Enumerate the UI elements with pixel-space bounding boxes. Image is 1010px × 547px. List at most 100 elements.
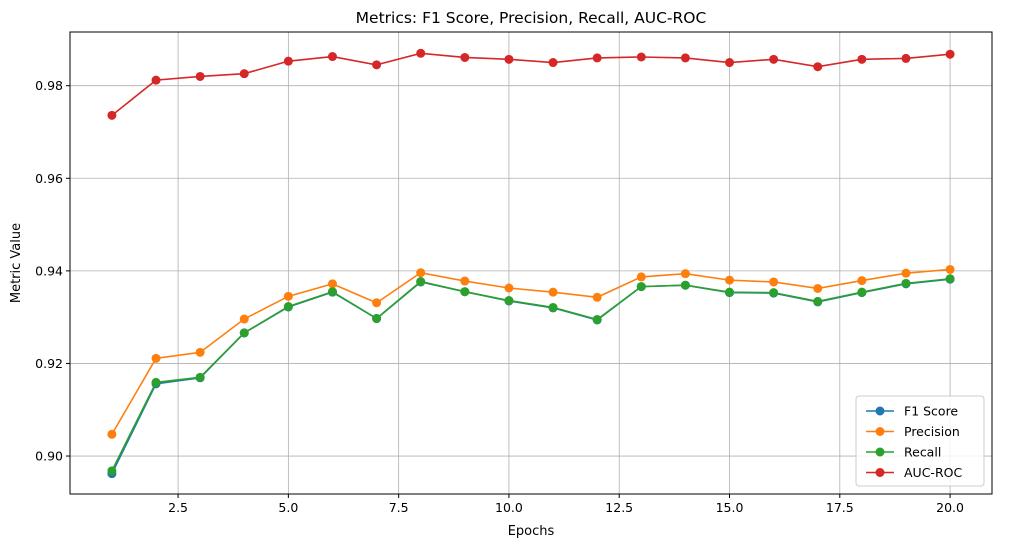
- data-point: [592, 53, 602, 63]
- y-tick-label: 0.96: [35, 171, 63, 186]
- data-point: [416, 48, 426, 58]
- x-axis-ticks: 2.5 5.0 7.5 10.0 12.5 15.0 17.5 20.0: [168, 494, 964, 515]
- x-tick-label: 7.5: [389, 500, 409, 515]
- data-point: [460, 287, 470, 297]
- data-point: [283, 56, 293, 66]
- x-tick-label: 2.5: [168, 500, 188, 515]
- data-point: [901, 278, 911, 288]
- x-tick-label: 17.5: [826, 500, 854, 515]
- data-point: [592, 314, 602, 324]
- data-point: [195, 372, 205, 382]
- legend-label: F1 Score: [904, 404, 958, 419]
- data-point: [151, 377, 161, 387]
- x-tick-label: 5.0: [278, 500, 298, 515]
- data-point: [769, 277, 779, 287]
- legend-label: Precision: [904, 424, 960, 439]
- data-point: [195, 347, 205, 357]
- data-point: [725, 287, 735, 297]
- data-point: [327, 287, 337, 297]
- y-axis-label: Metric Value: [9, 223, 24, 303]
- series-layer: [107, 48, 955, 479]
- series-line: [111, 278, 951, 474]
- data-point: [769, 54, 779, 64]
- data-point: [151, 75, 161, 85]
- x-axis-label: Epochs: [508, 524, 555, 539]
- data-point: [813, 283, 823, 293]
- data-point: [857, 276, 867, 286]
- data-point: [636, 282, 646, 292]
- x-tick-label: 15.0: [716, 500, 744, 515]
- legend: F1 Score Precision Recall AUC-ROC: [855, 395, 985, 487]
- data-point: [680, 53, 690, 63]
- series-precision: [107, 264, 955, 439]
- data-point: [151, 353, 161, 363]
- data-point: [372, 298, 382, 308]
- legend-marker: [875, 447, 885, 457]
- data-point: [239, 69, 249, 79]
- data-point: [107, 110, 117, 120]
- data-point: [283, 302, 293, 312]
- legend-marker: [875, 468, 885, 477]
- data-point: [504, 283, 514, 293]
- y-tick-label: 0.94: [35, 263, 63, 278]
- y-axis-ticks: 0.90 0.92 0.94 0.96 0.98: [35, 78, 70, 464]
- series-auc-roc: [107, 48, 955, 120]
- data-point: [372, 60, 382, 70]
- x-tick-label: 10.0: [495, 500, 523, 515]
- data-point: [813, 296, 823, 306]
- data-point: [327, 52, 337, 62]
- chart-title: Metrics: F1 Score, Precision, Recall, AU…: [356, 9, 707, 27]
- data-point: [680, 269, 690, 279]
- data-point: [283, 291, 293, 301]
- data-point: [416, 268, 426, 278]
- y-tick-label: 0.92: [35, 356, 63, 371]
- legend-marker: [875, 406, 885, 416]
- data-point: [636, 272, 646, 282]
- data-point: [945, 49, 955, 59]
- series-line: [111, 277, 951, 472]
- series-f1-score: [107, 274, 955, 479]
- data-point: [239, 328, 249, 338]
- legend-marker: [875, 427, 885, 436]
- data-point: [195, 71, 205, 81]
- data-point: [239, 314, 249, 324]
- data-point: [901, 268, 911, 278]
- data-point: [416, 277, 426, 287]
- data-point: [769, 288, 779, 298]
- data-point: [592, 292, 602, 302]
- data-point: [813, 62, 823, 72]
- data-point: [901, 53, 911, 63]
- data-point: [680, 280, 690, 290]
- legend-label: Recall: [904, 445, 941, 460]
- data-point: [548, 287, 558, 297]
- legend-box: [855, 395, 985, 487]
- y-tick-label: 0.98: [35, 78, 63, 93]
- data-point: [548, 58, 558, 68]
- data-point: [107, 429, 117, 439]
- data-point: [504, 295, 514, 305]
- series-line: [111, 52, 951, 116]
- data-point: [857, 54, 867, 64]
- data-point: [548, 302, 558, 312]
- data-point: [460, 52, 470, 62]
- data-point: [725, 275, 735, 285]
- x-tick-label: 12.5: [605, 500, 633, 515]
- data-point: [857, 287, 867, 297]
- legend-label: AUC-ROC: [904, 465, 962, 480]
- data-point: [945, 274, 955, 284]
- data-point: [107, 466, 117, 476]
- data-point: [504, 54, 514, 64]
- x-tick-label: 20.0: [936, 500, 964, 515]
- data-point: [636, 52, 646, 62]
- series-line: [111, 268, 951, 435]
- data-point: [460, 276, 470, 286]
- data-point: [945, 264, 955, 274]
- data-point: [725, 58, 735, 68]
- plot-frame: [69, 31, 993, 495]
- data-point: [372, 314, 382, 324]
- y-tick-label: 0.90: [35, 449, 63, 464]
- data-point: [327, 279, 337, 289]
- grid: [70, 32, 992, 494]
- series-recall: [107, 274, 955, 476]
